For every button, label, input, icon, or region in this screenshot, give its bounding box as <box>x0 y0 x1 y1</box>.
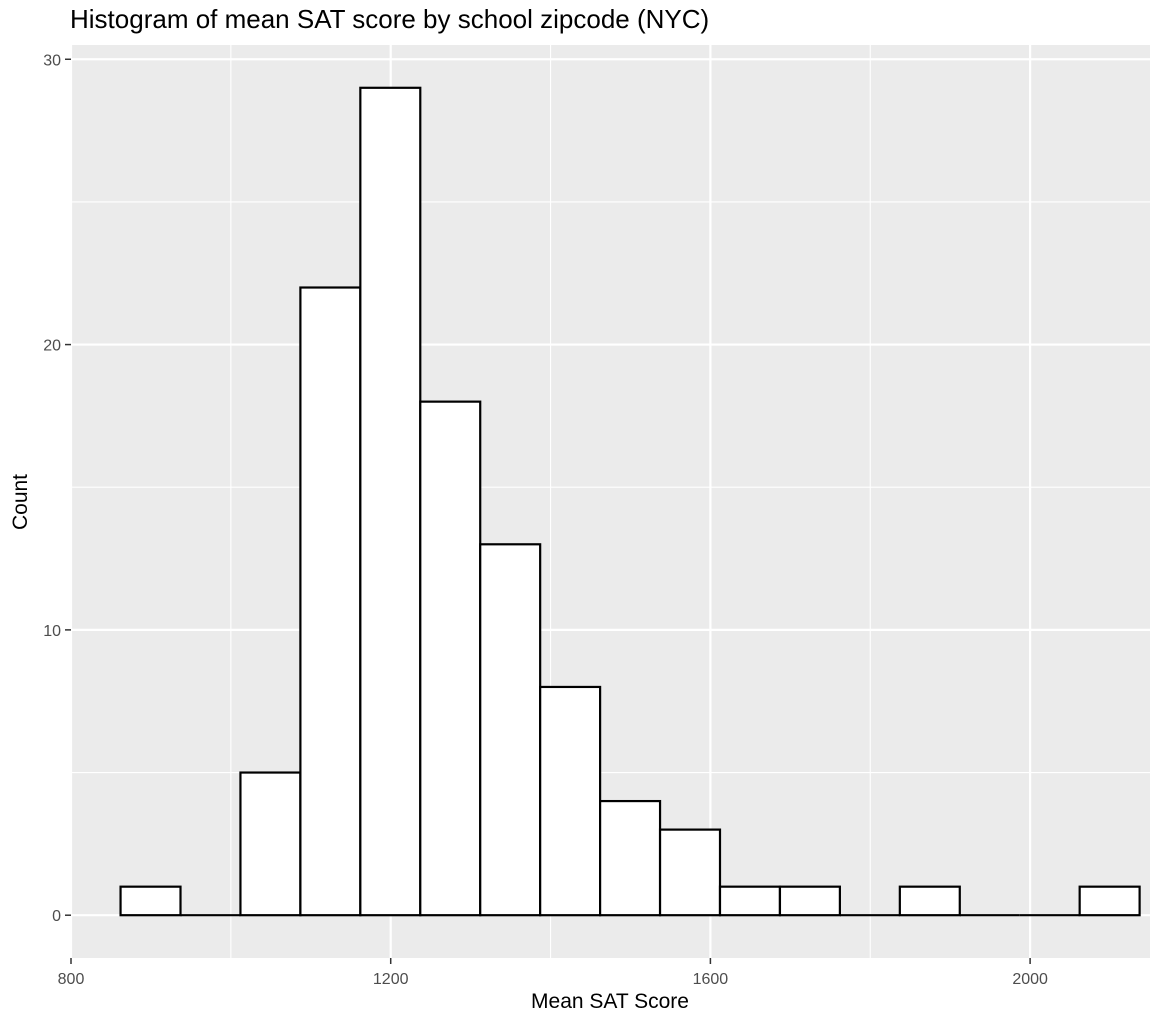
histogram-bar <box>898 885 961 917</box>
histogram-bar <box>778 885 841 917</box>
y-tick-label: 30 <box>43 52 61 69</box>
histogram-bar <box>119 885 182 917</box>
x-tick-label: 800 <box>58 971 85 988</box>
y-tick-label: 20 <box>43 338 61 355</box>
y-tick-label: 0 <box>52 908 61 925</box>
y-axis-ticks: 0 10 20 30 <box>43 52 71 925</box>
histogram-bar <box>479 543 542 917</box>
histogram-bar <box>599 799 662 917</box>
x-tick-label: 1200 <box>373 971 409 988</box>
x-axis-title: Mean SAT Score <box>531 990 689 1013</box>
histogram-bar <box>359 86 422 917</box>
histogram-bar <box>1078 885 1141 917</box>
histogram-bar <box>718 885 782 917</box>
histogram-bar <box>419 400 482 917</box>
y-axis-title: Count <box>9 474 32 530</box>
histogram-bar <box>658 828 722 917</box>
chart-title: Histogram of mean SAT score by school zi… <box>70 4 709 34</box>
x-tick-label: 1600 <box>693 971 729 988</box>
histogram-bars <box>119 86 1141 917</box>
histogram-bar <box>299 286 362 917</box>
histogram-bar <box>239 771 302 917</box>
x-tick-label: 2000 <box>1012 971 1048 988</box>
y-tick-label: 10 <box>43 623 61 640</box>
histogram-bar <box>539 685 602 917</box>
x-axis-ticks: 800 1200 1600 2000 <box>58 958 1048 988</box>
